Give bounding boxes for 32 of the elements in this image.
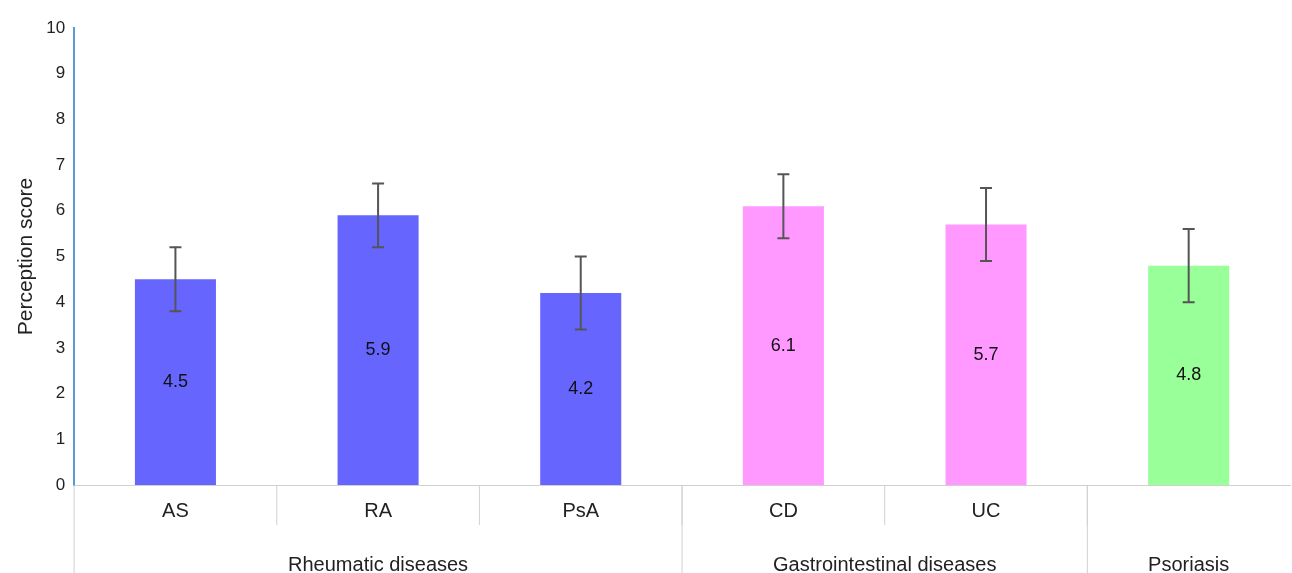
x-tick-label: UC: [971, 498, 1001, 521]
data-label: 5.9: [365, 339, 391, 360]
y-tick-label: 2: [55, 383, 66, 403]
data-label: 4.8: [1176, 364, 1202, 385]
bar: [540, 293, 622, 485]
text: Rheumatic diseases: [288, 553, 469, 573]
y-tick-label: 8: [55, 109, 66, 129]
x-tick-label: PsA: [562, 498, 600, 521]
y-tick-label: 10: [46, 17, 66, 37]
y-tick-label: 3: [55, 337, 66, 357]
x-tick-label: CD: [768, 498, 798, 521]
y-axis-title: Perception score: [13, 177, 37, 336]
x-tick-label: AS: [162, 498, 189, 521]
y-tick-label: 0: [55, 474, 66, 494]
bar: [337, 215, 419, 485]
data-label: 5.7: [973, 343, 999, 364]
text: Gastrointestinal diseases: [772, 553, 997, 573]
y-tick-label: 9: [55, 63, 66, 83]
y-tick-label: 7: [55, 154, 66, 174]
data-label: 4.2: [568, 378, 594, 398]
y-tick-label: 1: [55, 428, 66, 448]
bar: [742, 206, 824, 485]
data-label: 6.1: [770, 334, 796, 355]
y-tick-label: 5: [55, 246, 66, 266]
text: Psoriasis: [1148, 553, 1230, 573]
x-tick-label: RA: [364, 498, 393, 521]
bar: [1148, 265, 1230, 485]
data-label: 4.5: [162, 371, 188, 392]
y-tick-label: 4: [55, 291, 66, 311]
bar: [945, 224, 1027, 485]
y-tick-label: 6: [55, 200, 66, 220]
bar: [134, 279, 216, 485]
